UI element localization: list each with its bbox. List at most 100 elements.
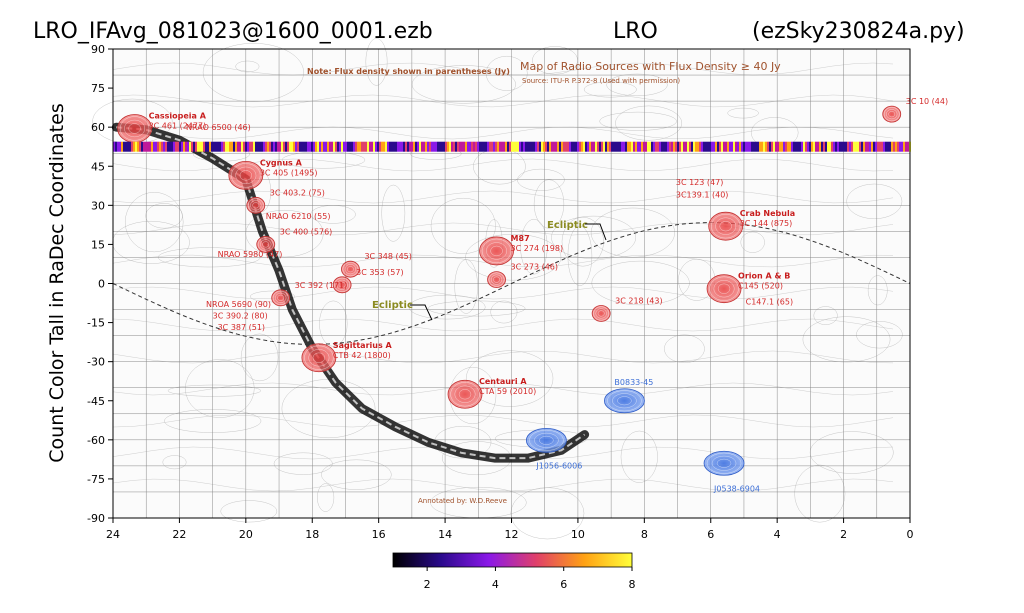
source-contour	[617, 396, 632, 406]
source-contour	[716, 458, 732, 468]
track-cell	[695, 141, 697, 152]
track-cell	[179, 141, 181, 152]
track-cell	[255, 141, 257, 152]
track-cell	[821, 141, 823, 152]
track-cell	[157, 141, 159, 152]
track-cell	[215, 141, 217, 152]
track-cell	[133, 141, 135, 152]
track-cell	[573, 141, 575, 152]
track-cell	[525, 141, 527, 152]
source-contour	[710, 214, 741, 239]
contour-loop	[664, 334, 705, 364]
track-cell	[641, 141, 643, 152]
track-cell	[811, 141, 813, 152]
track-cell	[161, 141, 163, 152]
source-contour	[713, 280, 735, 298]
source-contour	[262, 241, 270, 248]
track-cell	[567, 141, 569, 152]
track-cell	[815, 141, 817, 152]
source-extra-label: C147.1 (65)	[746, 297, 793, 306]
track-cell	[129, 141, 131, 152]
y-tick-label: 75	[91, 82, 105, 95]
track-cell	[777, 141, 779, 152]
source-contour	[119, 116, 150, 141]
source-contour	[597, 310, 605, 317]
source-contour	[711, 455, 737, 471]
track-cell	[355, 141, 357, 152]
track-cell	[751, 141, 753, 152]
track-cell	[743, 141, 745, 152]
track-cell	[711, 141, 713, 152]
source-ellipse	[341, 260, 360, 278]
track-cell	[435, 141, 437, 152]
radio-source	[117, 114, 152, 143]
source-contour	[336, 279, 348, 290]
track-cell	[413, 141, 415, 152]
contour-loop	[430, 197, 496, 254]
source-name: M87	[511, 234, 530, 243]
track-cell	[345, 141, 347, 152]
track-cell	[461, 141, 463, 152]
contour-line	[112, 478, 894, 492]
contour-loop	[599, 111, 677, 131]
track-cell	[691, 141, 693, 152]
track-cell	[725, 141, 727, 152]
plot-area: Cassiopeia A3C 461 (2477) Cygnus A3C 405 …	[92, 38, 948, 540]
source-flux: 3C 348 (45)	[364, 252, 411, 261]
y-tick-label: -45	[87, 395, 105, 408]
track-cell	[205, 141, 207, 152]
source-ellipse	[228, 160, 264, 190]
track-cell	[469, 141, 471, 152]
colorbar-tick-label: 4	[492, 578, 499, 591]
source-flux: CTA 59 (2010)	[479, 387, 536, 396]
track-cell	[237, 141, 239, 152]
track-cell	[267, 141, 269, 152]
x-tick-label: 14	[438, 528, 452, 541]
track-cell	[233, 141, 235, 152]
track-cell	[667, 141, 669, 152]
track-cell	[655, 141, 657, 152]
source-contour	[334, 277, 351, 292]
track-cell	[905, 141, 907, 152]
track-cell	[539, 141, 541, 152]
source-flux: 3C 392 (171)	[295, 281, 348, 290]
x-tick-label: 6	[707, 528, 714, 541]
track-cell	[665, 141, 667, 152]
track-cell	[253, 141, 255, 152]
track-cell	[893, 141, 895, 152]
contour-loop	[235, 60, 260, 73]
track-cell	[127, 141, 129, 152]
contour-line	[112, 190, 894, 204]
source-contour	[312, 352, 326, 363]
track-cell	[457, 141, 459, 152]
track-cell	[405, 141, 407, 152]
source-flux: 3C 218 (43)	[615, 296, 662, 305]
radio-source	[246, 196, 266, 214]
source-ellipse	[525, 427, 567, 453]
track-cell	[149, 141, 151, 152]
track-cell	[779, 141, 781, 152]
track-cell	[907, 141, 909, 152]
track-cell	[277, 141, 279, 152]
track-cell	[307, 141, 309, 152]
track-cell	[727, 141, 729, 152]
track-cell	[649, 141, 651, 152]
contour-line	[112, 62, 894, 76]
track-cell	[685, 141, 687, 152]
track-cell	[835, 141, 837, 152]
radio-source	[525, 427, 567, 453]
track-cell	[829, 141, 831, 152]
radio-source	[708, 211, 744, 241]
track-cell	[125, 141, 127, 152]
track-cell	[121, 141, 123, 152]
track-cell	[451, 141, 453, 152]
track-cell	[407, 141, 409, 152]
track-cell	[831, 141, 833, 152]
track-cell	[113, 141, 115, 152]
contour-loop	[794, 464, 846, 523]
track-cell	[265, 141, 267, 152]
track-cell	[183, 141, 185, 152]
track-cell	[805, 141, 807, 152]
source-contour	[539, 435, 554, 445]
source-contour	[235, 166, 257, 185]
